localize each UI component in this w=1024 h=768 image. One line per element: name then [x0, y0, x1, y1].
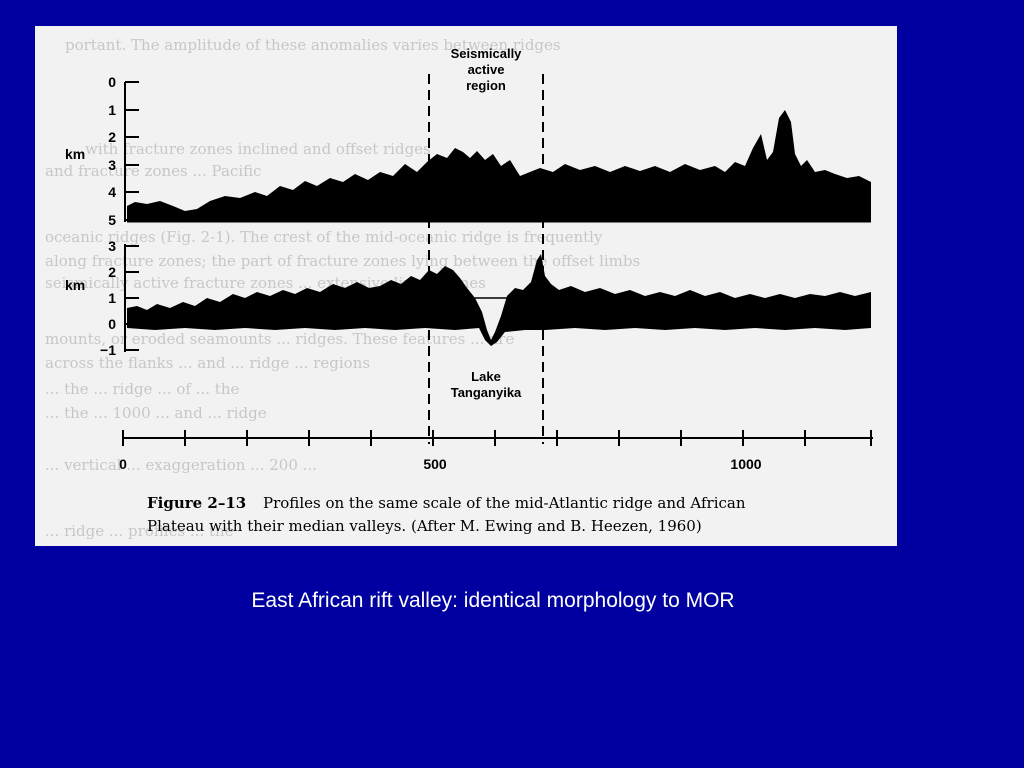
upper-unit-label: km	[65, 146, 85, 162]
upper-tick-label: 1	[108, 102, 116, 118]
upper-tick-label: 0	[108, 74, 116, 90]
figure-caption-line-1: Figure 2–13 Profiles on the same scale o…	[147, 494, 746, 512]
lower-tick-label: 3	[108, 238, 116, 254]
lake-label-line: Lake	[471, 369, 501, 384]
profile-figure: portant. The amplitude of these anomalie…	[45, 36, 873, 540]
figure-caption-text: Profiles on the same scale of the mid-At…	[263, 494, 746, 512]
distance-tick-label: 500	[423, 456, 447, 472]
upper-tick-label: 5	[108, 212, 116, 228]
lower-tick-label: 2	[108, 264, 116, 280]
slide-caption: East African rift valley: identical morp…	[251, 589, 735, 612]
upper-tick-label: 3	[108, 157, 116, 173]
ghost-line: and fracture zones ... Pacific	[45, 162, 262, 180]
figure-panel: portant. The amplitude of these anomalie…	[35, 26, 897, 546]
bleed-through-text: portant. The amplitude of these anomalie…	[45, 36, 640, 540]
region-label-line: active	[468, 62, 505, 77]
lower-tick-label: 1	[108, 290, 116, 306]
lower-unit-label: km	[65, 277, 85, 293]
ghost-line: ... ridge ... profiles ... the	[45, 522, 234, 540]
upper-ridge-profile	[127, 110, 871, 222]
ghost-line: ... the ... ridge ... of ... the	[45, 380, 239, 398]
lake-label-line: Tanganyika	[451, 385, 522, 400]
figure-caption-line-2: Plateau with their median valleys. (Afte…	[147, 517, 702, 535]
lower-plateau-profile	[127, 254, 871, 346]
distance-tick-label: 0	[119, 456, 127, 472]
region-label-line: Seismically	[451, 46, 523, 61]
upper-tick-label: 4	[108, 184, 116, 200]
distance-axis	[122, 430, 873, 446]
ghost-line: along fracture zones; the part of fractu…	[45, 252, 640, 270]
lower-tick-label: 0	[108, 316, 116, 332]
distance-tick-label: 1000	[730, 456, 761, 472]
ghost-line: oceanic ridges (Fig. 2-1). The crest of …	[45, 228, 603, 246]
ghost-line: across the flanks ... and ... ridge ... …	[45, 354, 370, 372]
ghost-line: ... the ... 1000 ... and ... ridge	[45, 404, 267, 422]
ghost-line: with fracture zones inclined and offset …	[85, 140, 431, 158]
figure-caption-label: Figure 2–13	[147, 494, 246, 512]
upper-tick-label: 2	[108, 129, 116, 145]
ghost-line: portant. The amplitude of these anomalie…	[65, 36, 561, 54]
ghost-line: mounts, or eroded seamounts ... ridges. …	[45, 330, 514, 348]
lower-tick-label: −1	[100, 342, 116, 358]
ghost-line: ... vertical ... exaggeration ... 200 ..…	[45, 456, 317, 474]
region-label-line: region	[466, 78, 506, 93]
